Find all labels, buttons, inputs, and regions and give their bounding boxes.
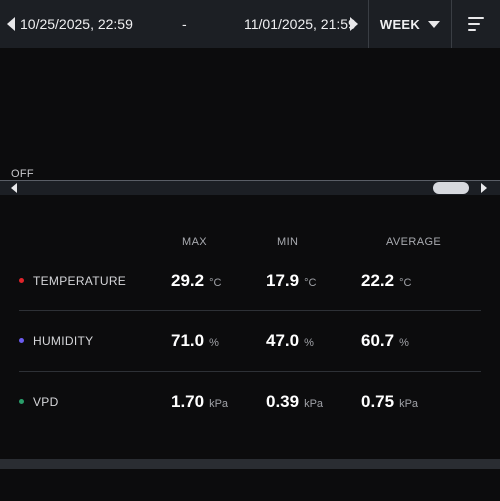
vpd-dot bbox=[19, 399, 24, 404]
row-label: HUMIDITY bbox=[33, 334, 94, 348]
end-date[interactable]: 11/01/2025, 21:59 bbox=[244, 16, 356, 32]
bottom-area bbox=[0, 469, 500, 501]
column-max: MAX bbox=[182, 236, 208, 248]
scroll-left-icon[interactable] bbox=[11, 183, 17, 193]
vpd-average: 0.75 kPa bbox=[361, 392, 419, 411]
chart-scrollbar[interactable] bbox=[0, 180, 500, 195]
caret-down-icon bbox=[428, 20, 441, 28]
humidity-dot bbox=[19, 338, 24, 343]
start-date[interactable]: 10/25/2025, 22:59 bbox=[20, 16, 133, 32]
row-label: VPD bbox=[33, 395, 59, 409]
column-average: AVERAGE bbox=[386, 236, 442, 248]
humidity-average: 60.7% bbox=[361, 331, 409, 350]
footer-bar bbox=[0, 459, 500, 469]
humidity-min: 47.0% bbox=[266, 331, 314, 350]
vpd-min: 0.39 kPa bbox=[266, 392, 324, 411]
date-range: 10/25/2025, 22:59 - 11/01/2025, 21:59 bbox=[0, 0, 368, 48]
temperature-average: 22.2 °C bbox=[361, 271, 412, 290]
sort-icon bbox=[468, 23, 480, 25]
row-divider bbox=[19, 310, 481, 311]
off-label: OFF bbox=[11, 168, 34, 180]
stats-table: MAX MIN AVERAGE TEMPERATURE 29.2 °C 17.9 °… bbox=[0, 195, 500, 459]
row-divider bbox=[19, 371, 481, 372]
table-row-humidity: HUMIDITY 71.0% 47.0% 60.7% bbox=[0, 311, 500, 371]
table-row-temperature: TEMPERATURE 29.2 °C 17.9 °C 22.2 °C bbox=[0, 251, 500, 311]
temperature-dot bbox=[19, 278, 24, 283]
top-bar: 10/25/2025, 22:59 - 11/01/2025, 21:59 WE… bbox=[0, 0, 500, 48]
vpd-max: 1.70 kPa bbox=[171, 392, 229, 411]
prev-range-icon[interactable] bbox=[7, 17, 15, 31]
scroll-right-icon[interactable] bbox=[481, 183, 487, 193]
table-row-vpd: VPD 1.70 kPa 0.39 kPa 0.75 kPa bbox=[0, 372, 500, 432]
humidity-max: 71.0% bbox=[171, 331, 219, 350]
sort-icon bbox=[468, 17, 484, 19]
period-dropdown[interactable]: WEEK bbox=[369, 0, 451, 48]
row-label: TEMPERATURE bbox=[33, 274, 127, 288]
divider bbox=[368, 0, 369, 48]
temperature-max: 29.2 °C bbox=[171, 271, 222, 290]
chart-area[interactable] bbox=[0, 48, 500, 181]
sort-button[interactable] bbox=[452, 0, 500, 48]
sort-icon bbox=[468, 29, 476, 31]
scroll-thumb[interactable] bbox=[433, 182, 469, 194]
divider bbox=[451, 0, 452, 48]
column-min: MIN bbox=[277, 236, 299, 248]
period-label: WEEK bbox=[379, 16, 421, 32]
temperature-min: 17.9 °C bbox=[266, 271, 317, 290]
date-separator: - bbox=[182, 16, 187, 32]
next-range-icon[interactable] bbox=[350, 17, 358, 31]
